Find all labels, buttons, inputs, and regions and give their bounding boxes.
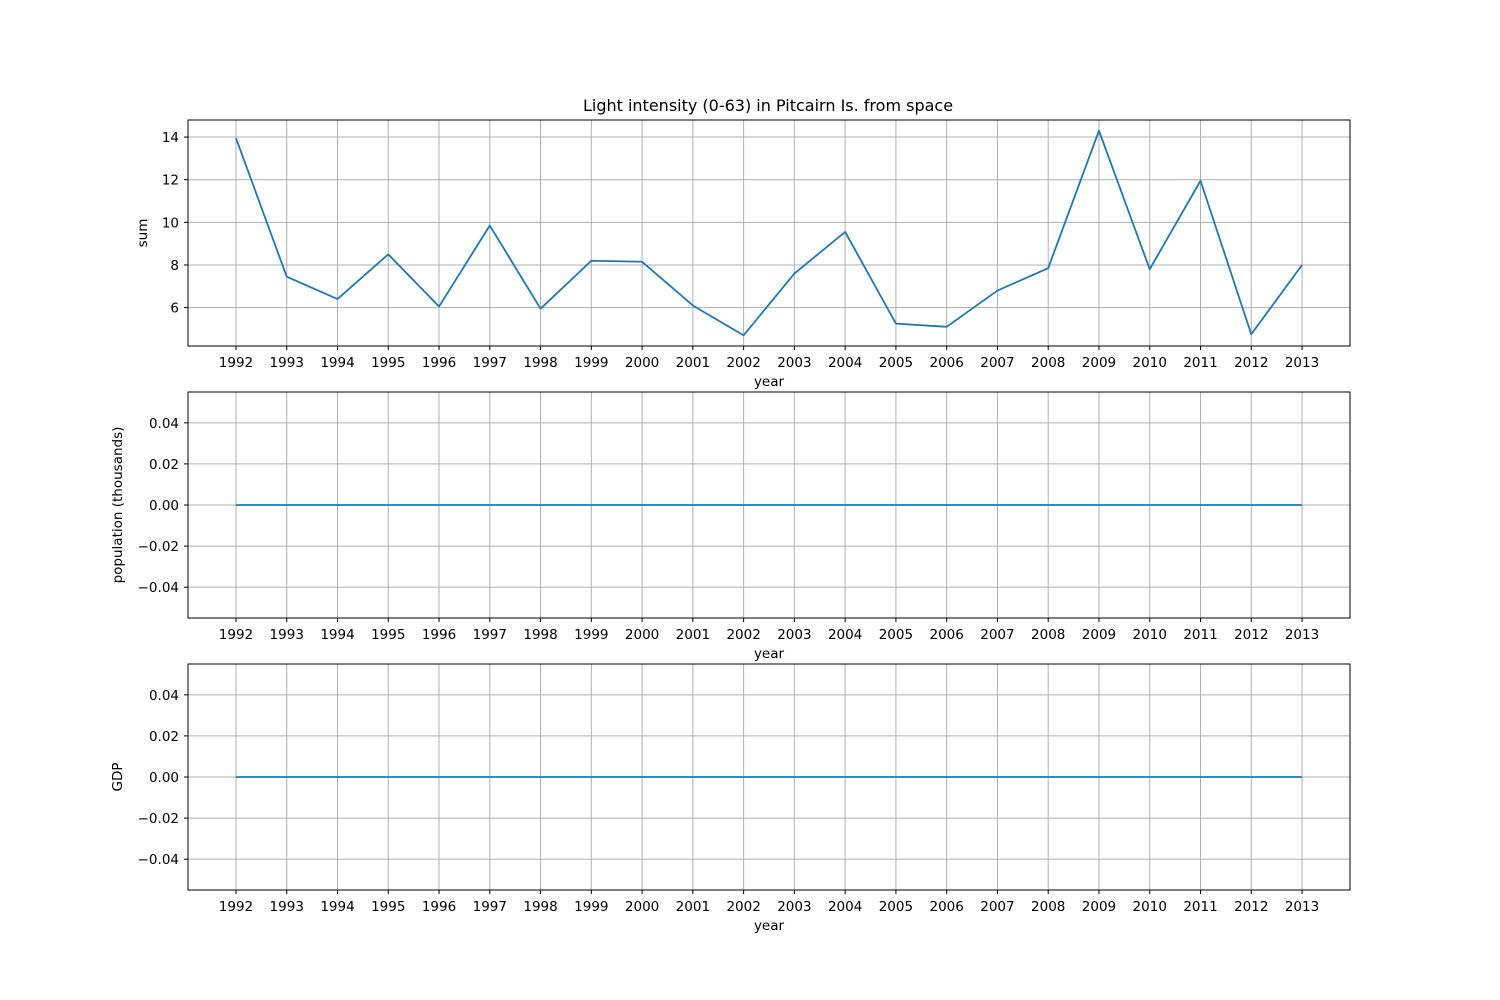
x-tick-label: 1993	[270, 899, 304, 915]
y-tick-label: −0.02	[138, 811, 179, 827]
x-tick-label: 2012	[1234, 627, 1268, 643]
x-tick-label: 2010	[1133, 355, 1167, 371]
x-tick-label: 1995	[371, 627, 405, 643]
y-tick-label: 0.04	[149, 416, 179, 432]
x-tick-label: 2011	[1183, 899, 1217, 915]
x-tick-label: 1998	[523, 355, 557, 371]
x-tick-label: 2004	[828, 899, 862, 915]
x-tick-label: 1999	[574, 355, 608, 371]
x-tick-label: 1993	[270, 355, 304, 371]
x-axis-label: year	[754, 374, 785, 390]
x-tick-label: 1996	[422, 899, 456, 915]
x-axis-label: year	[754, 646, 785, 662]
x-tick-label: 2004	[828, 355, 862, 371]
x-tick-label: 2002	[726, 627, 760, 643]
x-tick-label: 1993	[270, 627, 304, 643]
x-tick-label: 2000	[625, 627, 659, 643]
x-tick-label: 2010	[1133, 899, 1167, 915]
y-tick-label: 10	[162, 215, 179, 231]
x-tick-label: 1995	[371, 355, 405, 371]
x-tick-label: 1996	[422, 355, 456, 371]
x-tick-label: 2012	[1234, 899, 1268, 915]
x-tick-label: 2000	[625, 899, 659, 915]
x-tick-label: 2007	[980, 355, 1014, 371]
x-tick-label: 2011	[1183, 355, 1217, 371]
y-tick-label: −0.04	[138, 852, 179, 868]
x-tick-label: 1992	[219, 899, 253, 915]
y-tick-label: −0.02	[138, 539, 179, 555]
x-tick-label: 2002	[726, 355, 760, 371]
x-tick-label: 2001	[676, 355, 710, 371]
y-tick-label: 0.04	[149, 688, 179, 704]
x-tick-label: 2005	[879, 355, 913, 371]
y-tick-label: 12	[162, 173, 179, 189]
x-tick-label: 2012	[1234, 355, 1268, 371]
y-tick-label: 14	[162, 130, 179, 146]
x-tick-label: 2007	[980, 627, 1014, 643]
y-tick-label: 6	[170, 301, 179, 317]
y-tick-label: −0.04	[138, 580, 179, 596]
y-tick-label: 8	[170, 258, 179, 274]
x-tick-label: 2009	[1082, 355, 1116, 371]
x-tick-label: 1994	[320, 627, 354, 643]
x-tick-label: 1992	[219, 355, 253, 371]
y-tick-label: 0.02	[149, 729, 179, 745]
x-tick-label: 2008	[1031, 899, 1065, 915]
x-tick-label: 2007	[980, 899, 1014, 915]
x-tick-label: 2010	[1133, 627, 1167, 643]
x-tick-label: 2013	[1285, 627, 1319, 643]
x-tick-label: 2006	[929, 355, 963, 371]
y-axis-label: GDP	[110, 763, 126, 792]
x-tick-label: 2001	[676, 899, 710, 915]
x-tick-label: 2002	[726, 899, 760, 915]
x-tick-label: 2003	[777, 355, 811, 371]
x-tick-label: 1996	[422, 627, 456, 643]
y-axis-label: sum	[135, 219, 151, 248]
x-tick-label: 1998	[523, 899, 557, 915]
x-tick-label: 2011	[1183, 627, 1217, 643]
x-tick-label: 2008	[1031, 355, 1065, 371]
x-tick-label: 1992	[219, 627, 253, 643]
x-tick-label: 1999	[574, 899, 608, 915]
x-tick-label: 2006	[929, 899, 963, 915]
x-tick-label: 1995	[371, 899, 405, 915]
y-tick-label: 0.00	[149, 498, 179, 514]
x-tick-label: 2013	[1285, 355, 1319, 371]
x-tick-label: 2006	[929, 627, 963, 643]
y-axis-label: population (thousands)	[110, 427, 126, 584]
x-tick-label: 2005	[879, 899, 913, 915]
x-tick-label: 2008	[1031, 627, 1065, 643]
x-tick-label: 1997	[473, 899, 507, 915]
x-tick-label: 2009	[1082, 627, 1116, 643]
x-tick-label: 2009	[1082, 899, 1116, 915]
x-tick-label: 2001	[676, 627, 710, 643]
x-tick-label: 1994	[320, 355, 354, 371]
x-tick-label: 1994	[320, 899, 354, 915]
x-tick-label: 2003	[777, 899, 811, 915]
x-tick-label: 1997	[473, 355, 507, 371]
chart-title: Light intensity (0-63) in Pitcairn Is. f…	[583, 96, 953, 115]
y-tick-label: 0.02	[149, 457, 179, 473]
x-tick-label: 2013	[1285, 899, 1319, 915]
x-tick-label: 2005	[879, 627, 913, 643]
x-tick-label: 2000	[625, 355, 659, 371]
x-tick-label: 1998	[523, 627, 557, 643]
x-tick-label: 1997	[473, 627, 507, 643]
x-axis-label: year	[754, 918, 785, 934]
x-tick-label: 1999	[574, 627, 608, 643]
y-tick-label: 0.00	[149, 770, 179, 786]
x-tick-label: 2003	[777, 627, 811, 643]
x-tick-label: 2004	[828, 627, 862, 643]
